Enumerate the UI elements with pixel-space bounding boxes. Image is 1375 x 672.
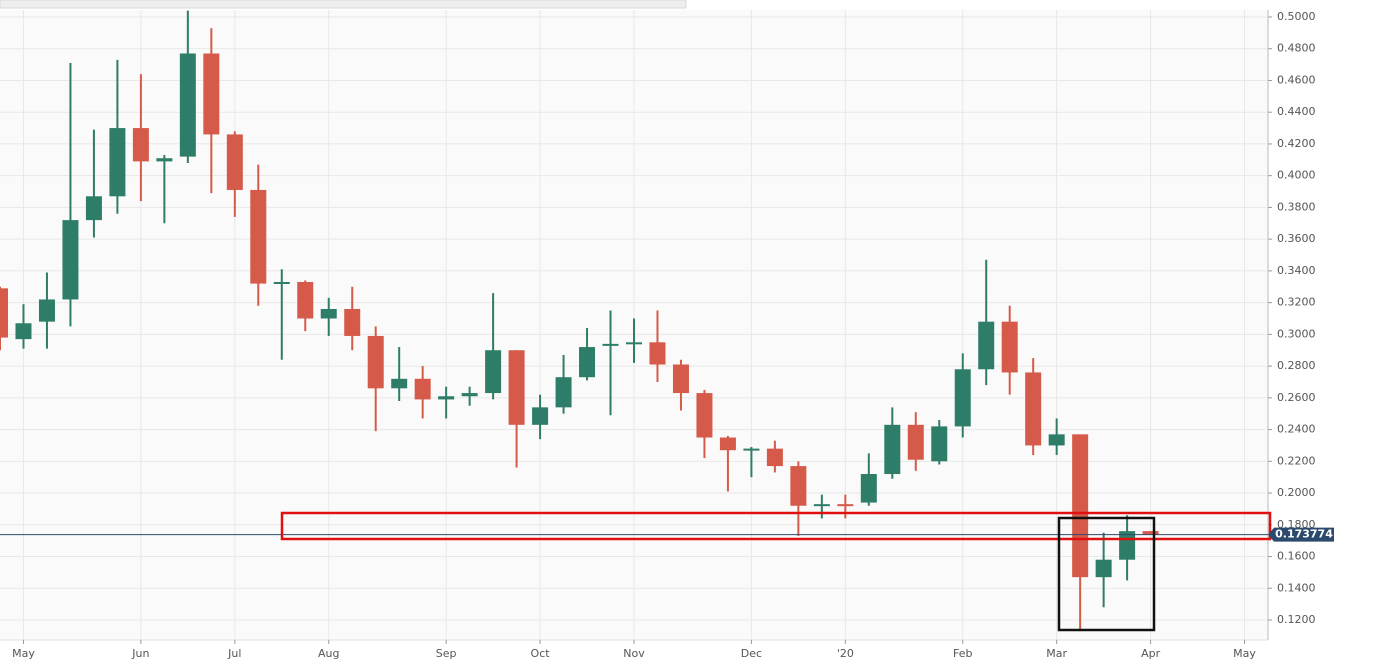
y-tick-label: 0.4200 — [1277, 137, 1316, 150]
x-tick-label: Sep — [436, 647, 457, 660]
candle-body — [813, 504, 830, 507]
y-tick-label: 0.3000 — [1277, 327, 1316, 340]
candle-body — [790, 466, 807, 506]
x-tick-label: Aug — [318, 647, 339, 660]
candle-body — [344, 308, 361, 336]
x-tick-label: Feb — [953, 647, 972, 660]
candle-body — [1119, 531, 1136, 560]
price-tag — [1268, 527, 1334, 542]
x-tick-label: Jul — [227, 647, 241, 660]
candle-body — [1142, 531, 1159, 535]
candle-body — [273, 281, 290, 284]
support-zone — [280, 511, 1272, 541]
candle-body — [320, 308, 337, 319]
candle-body — [179, 53, 196, 157]
candle-body — [696, 393, 713, 438]
candle-body — [602, 343, 619, 346]
candle-body — [1048, 434, 1065, 446]
candle-body — [1025, 372, 1042, 446]
y-tick-label: 0.2800 — [1277, 359, 1316, 372]
candle-body — [85, 196, 102, 221]
candle-body — [461, 393, 478, 397]
toolbar[interactable] — [0, 0, 687, 9]
candle-body — [626, 342, 642, 345]
candle-body — [532, 407, 549, 425]
candle-body — [15, 323, 32, 340]
candle-body — [414, 378, 431, 400]
x-tick-label: '20 — [837, 647, 854, 660]
candle-body — [719, 437, 736, 451]
candle-body — [1095, 559, 1112, 578]
candle-body — [649, 342, 666, 365]
y-tick-label: 0.4000 — [1277, 169, 1316, 182]
candle-body — [860, 474, 877, 503]
candle-body — [743, 448, 760, 451]
candle-body — [250, 189, 267, 284]
candle-body — [62, 220, 79, 300]
y-tick-label: 0.2000 — [1277, 486, 1316, 499]
candle-body — [766, 448, 783, 467]
grid — [0, 10, 1272, 644]
x-tick-label: Nov — [623, 647, 645, 660]
y-tick-label: 0.4800 — [1277, 42, 1316, 55]
labels: 0.1200 0.1400 0.1600 0.1800 0.2000 0.2200 0.24… — [12, 10, 1334, 660]
candle-body — [297, 281, 314, 319]
candle-body — [438, 396, 455, 400]
candle-body — [978, 321, 995, 370]
candle-body — [38, 299, 55, 322]
candle-body — [203, 53, 220, 135]
candle-body — [508, 350, 525, 425]
y-tick-label: 0.3600 — [1277, 232, 1316, 245]
x-tick-label: Mar — [1046, 647, 1067, 660]
y-tick-label: 0.2600 — [1277, 391, 1316, 404]
candle-body — [485, 350, 502, 394]
y-tick-label: 0.3400 — [1277, 264, 1316, 277]
candles — [0, 10, 1268, 632]
y-tick-label: 0.4600 — [1277, 73, 1316, 86]
x-tick-label: May — [1233, 647, 1256, 660]
candle-body — [907, 424, 924, 460]
candle-body — [931, 426, 948, 462]
highlight-box — [1057, 516, 1156, 632]
candle-body — [109, 128, 126, 197]
candle-body — [579, 347, 596, 378]
x-tick-label: Dec — [741, 647, 762, 660]
y-tick-label: 0.2200 — [1277, 454, 1316, 467]
candle-body — [884, 424, 901, 475]
y-tick-label: 0.3200 — [1277, 296, 1316, 309]
candle-body — [837, 504, 854, 507]
candle-body — [156, 158, 173, 162]
y-tick-label: 0.1400 — [1277, 581, 1316, 594]
x-tick-label: Jun — [131, 647, 149, 660]
y-tick-label: 0.1800 — [1277, 518, 1316, 531]
y-tick-label: 0.3800 — [1277, 200, 1316, 213]
candle-body — [132, 128, 149, 162]
candle-body — [954, 369, 971, 427]
last-price-label: 0.173774 — [1275, 528, 1333, 541]
y-tick-label: 0.1600 — [1277, 550, 1316, 563]
y-tick-label: 0.2400 — [1277, 423, 1316, 436]
candle-body — [391, 378, 408, 389]
candle-body — [0, 288, 8, 338]
candle-body — [555, 377, 572, 408]
y-tick-label: 0.4400 — [1277, 105, 1316, 118]
x-tick-label: Apr — [1141, 647, 1161, 660]
candle-body — [367, 335, 384, 389]
x-tick-label: May — [12, 647, 35, 660]
candle-body — [672, 364, 689, 394]
y-tick-label: 0.1200 — [1277, 613, 1316, 626]
y-tick-label: 0.5000 — [1277, 10, 1316, 23]
x-tick-label: Oct — [531, 647, 551, 660]
candle-body — [1072, 434, 1089, 578]
candle-body — [226, 134, 243, 190]
candle-body — [1001, 321, 1018, 373]
